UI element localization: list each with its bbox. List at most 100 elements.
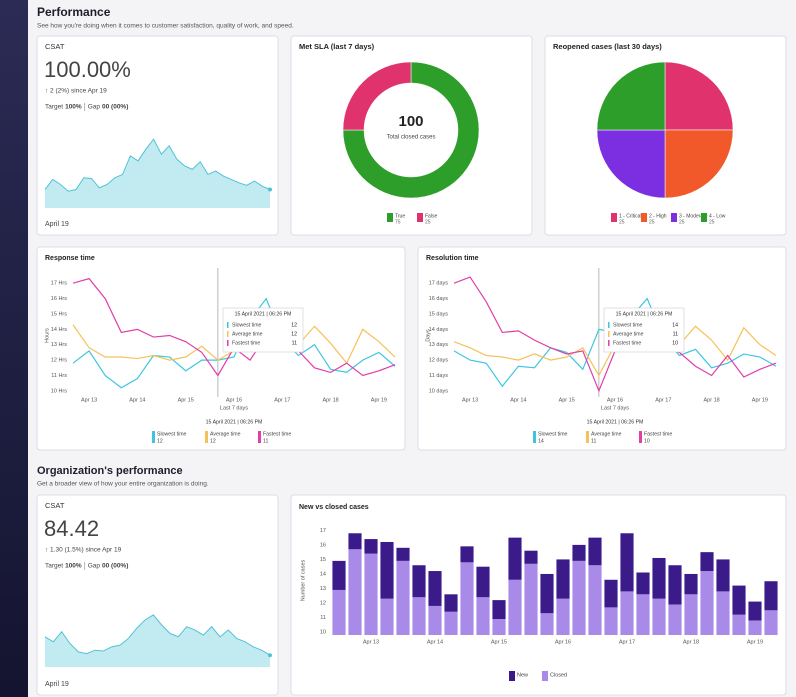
y-tick-label: 13 Hrs <box>51 342 67 348</box>
legend-swatch <box>152 431 155 443</box>
bar-segment <box>700 552 714 572</box>
legend-swatch <box>542 671 548 681</box>
metric-target: Target <box>45 104 63 111</box>
tooltip <box>222 307 304 353</box>
legend-value: 10 <box>644 438 650 444</box>
metric-value: 100.00% <box>44 57 131 82</box>
card <box>36 246 406 451</box>
x-tick-label: Apr 18 <box>703 397 719 403</box>
x-tick-label: Apr 19 <box>752 397 768 403</box>
legend-swatch <box>641 213 647 222</box>
tooltip-label: Average time <box>232 331 263 337</box>
sparkline-area <box>45 614 270 667</box>
x-tick-label: Apr 13 <box>363 639 379 645</box>
x-tick-label: Apr 14 <box>427 639 443 645</box>
y-tick-label: 13 <box>320 586 326 592</box>
legend-swatch <box>611 213 617 222</box>
legend-value: 25 <box>709 219 715 225</box>
y-tick-label: 11 days <box>429 373 448 379</box>
bar-segment <box>588 537 602 566</box>
x-tick-label: Apr 14 <box>129 397 145 403</box>
card-footer: April 19 <box>45 681 69 688</box>
metric-target: 00 (00%) <box>102 563 128 570</box>
slice <box>596 129 666 199</box>
tooltip <box>603 307 685 353</box>
legend-swatch <box>639 431 642 443</box>
legend-label: Closed <box>550 672 567 678</box>
y-tick-label: 14 days <box>429 327 449 333</box>
bar-segment <box>556 598 570 635</box>
card-title: CSAT <box>45 501 65 510</box>
legend-label: False <box>425 213 437 219</box>
metric-change: ↑ 1.30 (1.5%) since Apr 19 <box>45 547 122 554</box>
legend-label: True <box>395 213 405 219</box>
bar-segment <box>508 579 522 635</box>
card-title: Response time <box>45 255 95 262</box>
y-axis-title: Hours <box>44 328 50 343</box>
bar-segment <box>652 598 666 635</box>
bar-segment <box>652 557 666 599</box>
bar-segment <box>332 589 346 635</box>
bar-segment <box>492 619 506 635</box>
legend-label: Average time <box>210 431 241 437</box>
legend-value: 25 <box>649 219 655 225</box>
y-tick-label: 11 <box>320 615 326 621</box>
legend-swatch <box>417 213 423 222</box>
section-subtitle: Get a broader view of how your entire or… <box>37 481 209 488</box>
tooltip-value: 12 <box>291 331 297 337</box>
card-title: Reopened cases (last 30 days) <box>553 42 662 51</box>
x-tick-label: Apr 13 <box>462 397 478 403</box>
bar-segment <box>476 566 490 598</box>
legend-value: 12 <box>157 438 163 444</box>
bar-segment <box>396 560 410 635</box>
tooltip-swatch <box>227 331 229 337</box>
legend-value: 25 <box>619 219 625 225</box>
bar-segment <box>332 560 346 590</box>
section-subtitle: See how you're doing when it comes to cu… <box>37 23 294 30</box>
slice <box>664 61 734 131</box>
x-tick-label: Apr 18 <box>322 397 338 403</box>
sparkline-dot <box>268 187 272 192</box>
legend-value: 12 <box>210 438 216 444</box>
tooltip-value: 11 <box>292 340 297 346</box>
y-tick-label: 14 Hrs <box>51 327 67 333</box>
y-tick-label: 17 Hrs <box>51 281 67 287</box>
x-tick-label: Apr 17 <box>655 397 671 403</box>
slice <box>342 61 480 199</box>
x-tick-label: Apr 18 <box>683 639 699 645</box>
tooltip-swatch <box>608 322 610 328</box>
bar-segment <box>748 620 762 635</box>
bar-segment <box>396 547 410 561</box>
legend-swatch <box>509 671 515 681</box>
tooltip-value: 12 <box>291 322 297 328</box>
slice <box>596 61 666 131</box>
legend-label: 1 - Critical <box>619 213 642 219</box>
slice <box>342 61 412 131</box>
x-tick-label: Apr 15 <box>491 639 507 645</box>
bar-segment <box>524 550 538 564</box>
legend-label: Slowest time <box>157 431 187 437</box>
bar-segment <box>620 533 634 592</box>
bar-segment <box>700 571 714 635</box>
bar-segment <box>412 565 426 598</box>
x-tick-label: Apr 14 <box>510 397 526 403</box>
legend-swatch <box>586 431 589 443</box>
bar-segment <box>716 591 730 635</box>
metric-value: 84.42 <box>44 516 99 541</box>
metric-target: Gap <box>88 104 101 111</box>
y-tick-label: 17 <box>320 528 326 534</box>
x-tick-label: Apr 19 <box>747 639 763 645</box>
tooltip-label: Average time <box>613 331 644 337</box>
bar-segment <box>636 572 650 595</box>
x-tick-label: Apr 15 <box>178 397 194 403</box>
y-axis-title: Days <box>425 329 431 342</box>
bar-segment <box>684 594 698 635</box>
y-tick-label: 17 days <box>429 281 449 287</box>
legend-value: 25 <box>679 219 685 225</box>
legend-swatch <box>533 431 536 443</box>
bar-segment <box>764 581 778 611</box>
bar-segment <box>428 605 442 635</box>
bar-segment <box>508 537 522 580</box>
y-tick-label: 10 days <box>429 388 449 394</box>
